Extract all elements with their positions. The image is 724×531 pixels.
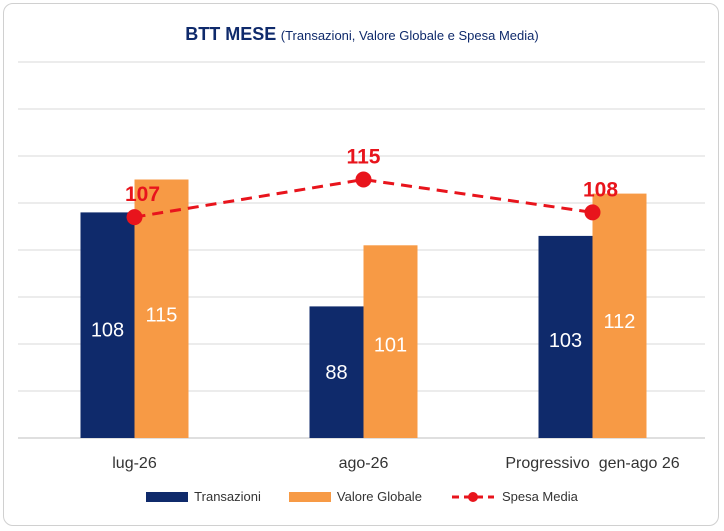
legend-item-valore-globale: Valore Globale	[288, 489, 422, 504]
point-value-label: 107	[125, 183, 160, 206]
chart-title: BTT MESE	[185, 24, 277, 44]
chart-title-area: BTT MESE (Transazioni, Valore Globale e …	[0, 24, 724, 45]
legend-item-transazioni: Transazioni	[146, 489, 261, 504]
bar-transazioni	[538, 235, 593, 438]
bar-transazioni	[80, 212, 135, 438]
point-value-label: 115	[347, 146, 381, 169]
chart-frame	[3, 3, 719, 526]
legend-swatch-spesa-media	[451, 491, 494, 502]
bar-transazioni	[309, 306, 364, 438]
legend-label-spesa-media: Spesa Media	[501, 489, 578, 504]
chart-subtitle: (Transazioni, Valore Globale e Spesa Med…	[280, 28, 539, 43]
x-tick-label: Progressivo gen-ago 26	[505, 455, 679, 472]
bar-valore-globale	[592, 193, 647, 438]
chart-legend: Transazioni Valore Globale Spesa Media	[0, 489, 724, 504]
legend-swatch-valore-globale	[288, 491, 331, 502]
point-spesa-media	[355, 171, 372, 188]
legend-swatch-transazioni	[146, 491, 189, 502]
legend-label-transazioni: Transazioni	[194, 489, 261, 504]
bar-value-label: 108	[91, 319, 124, 341]
bar-value-label: 88	[325, 362, 347, 384]
line-spesa-media	[134, 177, 593, 219]
bar-value-label: 112	[604, 311, 636, 333]
x-tick-label: ago-26	[339, 455, 389, 472]
point-spesa-media	[584, 204, 601, 221]
point-value-label: 108	[583, 178, 618, 201]
bar-value-label: 103	[549, 330, 582, 352]
bar-valore-globale	[134, 179, 189, 438]
bar-valore-globale	[363, 245, 418, 438]
bar-value-label: 115	[146, 305, 178, 327]
legend-item-spesa-media: Spesa Media	[450, 489, 578, 504]
bar-value-label: 101	[374, 334, 407, 356]
x-tick-label: lug-26	[112, 455, 157, 472]
point-spesa-media	[126, 209, 143, 226]
legend-label-valore-globale: Valore Globale	[336, 489, 422, 504]
